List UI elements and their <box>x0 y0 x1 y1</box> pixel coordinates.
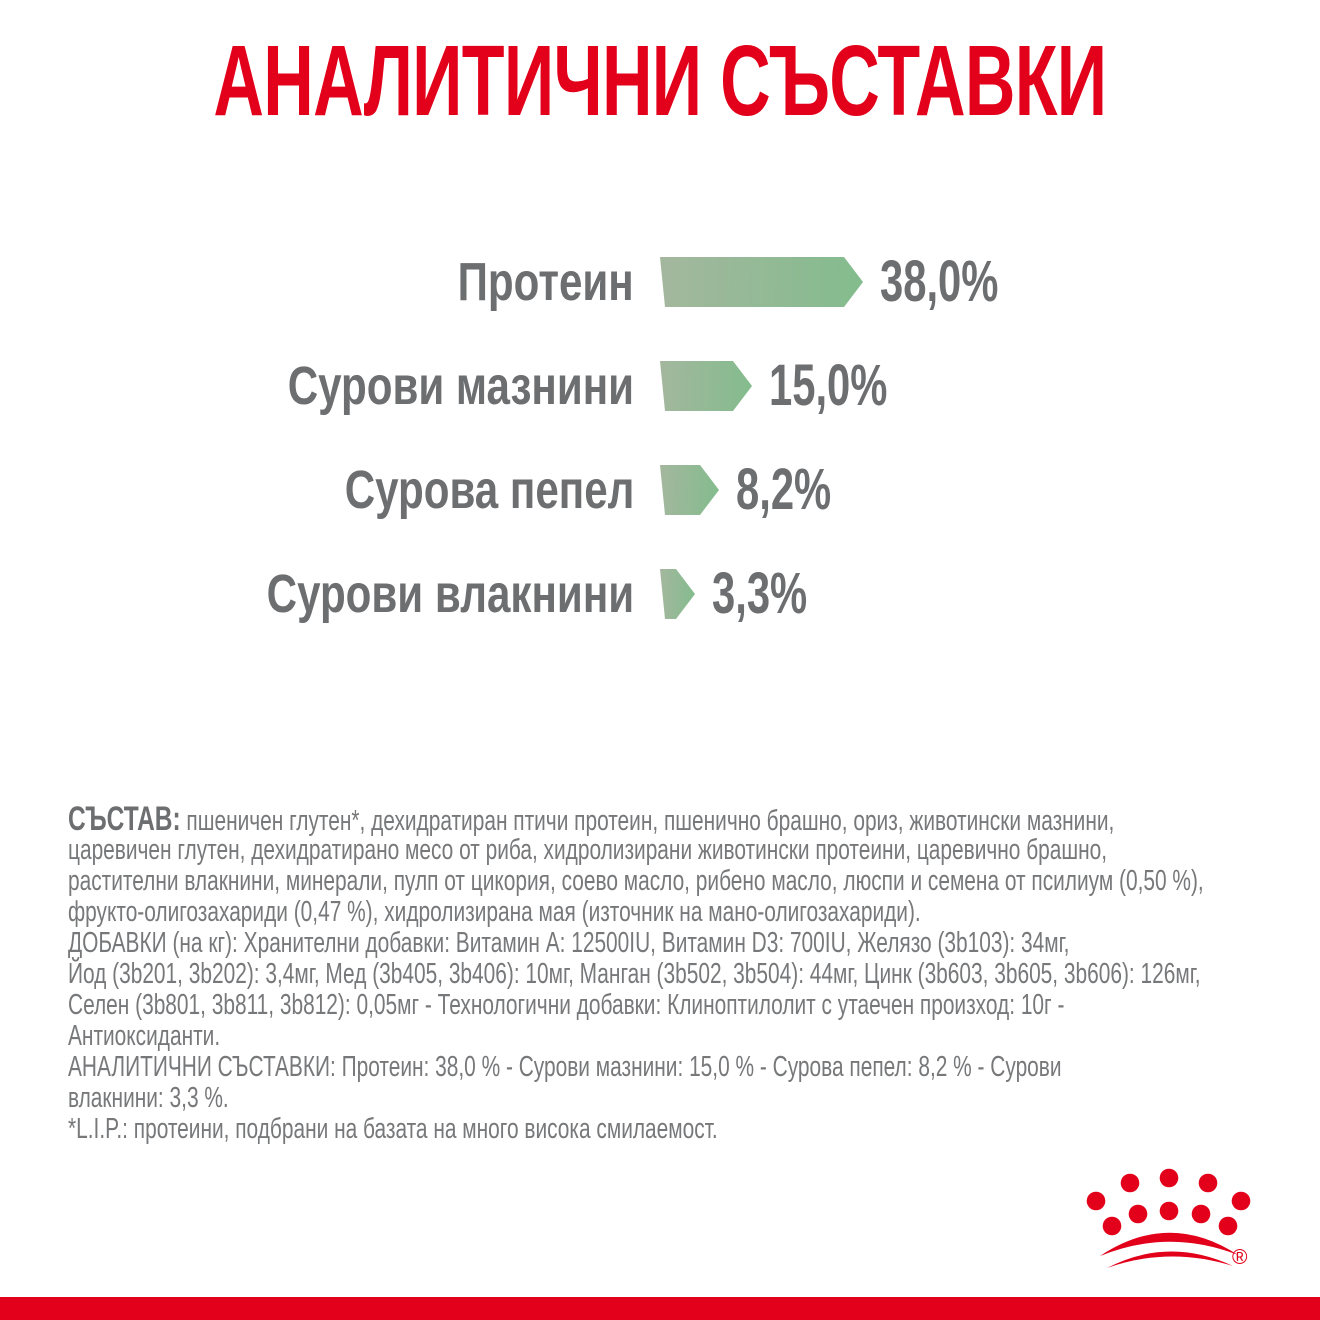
text-line-body: Йод (3b201, 3b202): 3,4мг, Мед (3b405, 3… <box>68 958 1201 990</box>
text-line: фрукто-олигозахариди (0,47 %), хидролизи… <box>68 897 1292 928</box>
bar <box>660 465 719 515</box>
text-line-body: Антиоксиданти. <box>68 1020 221 1052</box>
text-line-body: АНАЛИТИЧНИ СЪСТАВКИ: Протеин: 38,0 % - С… <box>68 1051 1062 1083</box>
bar-category-label: Сурова пепел <box>344 460 634 520</box>
bar-row: Протеин 38,0% <box>0 249 1320 314</box>
analytical-constituents-bar-chart: Протеин 38,0% Сурови мазнини 15,0% Суров… <box>0 249 1320 673</box>
page-title: АНАЛИТИЧНИ СЪСТАВКИ <box>0 31 1320 131</box>
text-line: СЪСТАВ: пшеничен глутен*, дехидратиран п… <box>68 802 1292 837</box>
bar-category-label: Сурови мазнини <box>287 356 634 416</box>
text-line-body: растителни влакнини, минерали, пулп от ц… <box>68 865 1204 897</box>
text-line: ДОБАВКИ (на кг): Хранителни добавки: Вит… <box>68 928 1292 959</box>
page-title-text: АНАЛИТИЧНИ СЪСТАВКИ <box>213 25 1107 137</box>
crown-dots <box>1086 1168 1251 1236</box>
bar-value-label: 3,3% <box>712 561 808 626</box>
text-line: влакнини: 3,3 %. <box>68 1083 1292 1114</box>
bar-category-label: Сурови влакнини <box>266 564 634 624</box>
royal-canin-crown-logo: ® <box>1086 1168 1251 1269</box>
bar-value-label: 15,0% <box>769 353 888 418</box>
text-line-bold-prefix: СЪСТАВ: <box>68 800 181 838</box>
text-line-body: фрукто-олигозахариди (0,47 %), хидролизи… <box>68 896 921 928</box>
composition-text-block: СЪСТАВ: пшеничен глутен*, дехидратиран п… <box>68 802 1320 1145</box>
crown-upper-swoosh <box>1100 1232 1238 1256</box>
text-line-body: Селен (3b801, 3b811, 3b812): 0,05мг - Те… <box>68 989 1065 1021</box>
text-line-body: ДОБАВКИ (на кг): Хранителни добавки: Вит… <box>68 927 1070 959</box>
bar-row: Сурова пепел 8,2% <box>0 457 1320 522</box>
bar-value-label: 8,2% <box>736 457 832 522</box>
bar <box>660 257 863 307</box>
crown-lower-swoosh <box>1107 1251 1233 1268</box>
text-line: растителни влакнини, минерали, пулп от ц… <box>68 866 1292 897</box>
bar-row: Сурови мазнини 15,0% <box>0 353 1320 418</box>
text-line-body: пшеничен глутен*, дехидратиран птичи про… <box>180 805 1115 837</box>
text-line: Йод (3b201, 3b202): 3,4мг, Мед (3b405, 3… <box>68 959 1292 990</box>
text-line-body: *L.I.P.: протеини, подбрани на базата на… <box>68 1113 718 1145</box>
text-line-body: царевичен глутен, дехидратирано месо от … <box>68 834 1108 866</box>
footer-red-band <box>0 1297 1320 1320</box>
bar <box>660 361 752 411</box>
text-line-body: влакнини: 3,3 %. <box>68 1082 229 1114</box>
text-line: Селен (3b801, 3b811, 3b812): 0,05мг - Те… <box>68 990 1292 1021</box>
text-line: Антиоксиданти. <box>68 1021 1292 1052</box>
text-line: АНАЛИТИЧНИ СЪСТАВКИ: Протеин: 38,0 % - С… <box>68 1052 1292 1083</box>
bar-category-label: Протеин <box>457 252 634 312</box>
bar <box>660 569 695 619</box>
registered-mark: ® <box>1232 1246 1248 1269</box>
bar-value-label: 38,0% <box>880 249 999 314</box>
bar-row: Сурови влакнини 3,3% <box>0 561 1320 626</box>
text-line: *L.I.P.: протеини, подбрани на базата на… <box>68 1114 1292 1145</box>
text-line: царевичен глутен, дехидратирано месо от … <box>68 835 1292 866</box>
